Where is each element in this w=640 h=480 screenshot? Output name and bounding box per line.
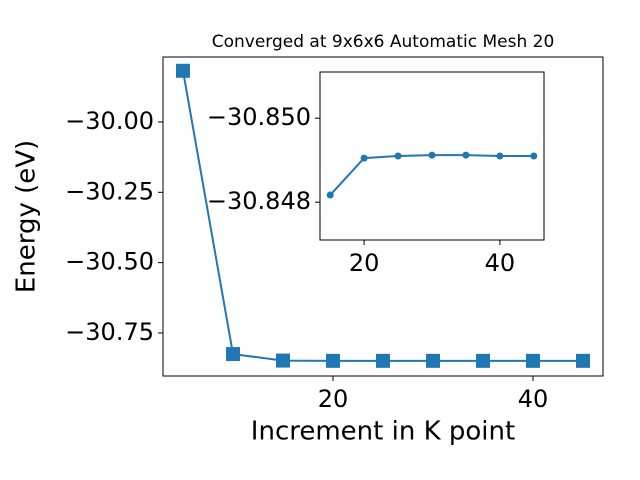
- y-tick-label: −30.50: [65, 248, 154, 276]
- marker: [426, 353, 440, 368]
- marker: [428, 151, 436, 159]
- chart-title: Converged at 9x6x6 Automatic Mesh 20: [212, 32, 555, 52]
- y-axis-label: Energy (eV): [12, 140, 42, 293]
- x-axis-label: Increment in K point: [251, 417, 515, 447]
- marker: [496, 152, 504, 160]
- y-tick-label: −30.75: [65, 318, 154, 346]
- marker: [176, 63, 190, 78]
- marker: [326, 191, 334, 199]
- y-tick-label: −30.850: [207, 103, 311, 131]
- axes-frame: [162, 56, 604, 377]
- marker: [376, 353, 390, 368]
- marker: [576, 353, 590, 368]
- marker: [462, 151, 470, 159]
- y-tick-label: −30.848: [207, 187, 311, 215]
- axes-frame: [319, 71, 545, 241]
- marker: [360, 154, 368, 162]
- x-tick-label: 40: [485, 249, 516, 277]
- marker: [276, 353, 290, 368]
- y-tick-label: −30.00: [65, 107, 154, 135]
- marker: [530, 152, 538, 160]
- marker: [476, 353, 490, 368]
- x-tick-label: 20: [318, 385, 349, 413]
- marker: [326, 353, 340, 368]
- marker: [394, 152, 402, 160]
- x-tick-label: 40: [518, 385, 549, 413]
- x-tick-label: 20: [349, 249, 380, 277]
- marker: [526, 353, 540, 368]
- marker: [226, 347, 240, 362]
- y-tick-label: −30.25: [65, 177, 154, 205]
